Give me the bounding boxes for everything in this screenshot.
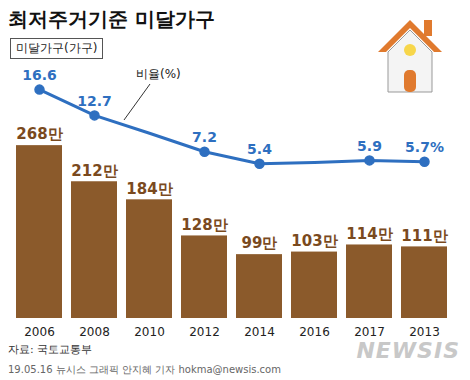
svg-text:5.9: 5.9	[357, 138, 382, 154]
svg-text:184만: 184만	[126, 180, 172, 198]
svg-text:2014: 2014	[244, 325, 275, 339]
svg-text:7.2: 7.2	[192, 129, 217, 145]
svg-text:2016: 2016	[299, 325, 330, 339]
svg-text:212만: 212만	[71, 162, 117, 180]
html-text:최저주거기준 미달가구: 최저주거기준 미달가구	[8, 7, 215, 31]
svg-text:5.4: 5.4	[247, 141, 272, 157]
svg-text:16.6: 16.6	[22, 67, 57, 83]
svg-text:2010: 2010	[134, 325, 165, 339]
svg-text:5.7%: 5.7%	[405, 139, 444, 155]
html-text:19.05.16 뉴시스 그래픽 안지혜 기자 hokma@: 19.05.16 뉴시스 그래픽 안지혜 기자 hokma@newsis.com	[8, 364, 281, 375]
html-text:미달가구(가구): 미달가구(가구)	[16, 41, 98, 55]
svg-text:99만: 99만	[242, 234, 278, 252]
svg-text:111만: 111만	[401, 227, 447, 245]
svg-text:103만: 103만	[291, 232, 337, 250]
svg-text:114만: 114만	[346, 225, 392, 243]
svg-text:2012: 2012	[189, 325, 220, 339]
html-text:NEWSIS: NEWSIS	[356, 338, 460, 363]
svg-text:2017: 2017	[354, 325, 385, 339]
svg-text:2006: 2006	[24, 325, 55, 339]
html-text:자료: 국토교통부: 자료: 국토교통부	[8, 343, 93, 356]
svg-text:2013: 2013	[409, 325, 440, 339]
svg-text:12.7: 12.7	[77, 93, 112, 109]
svg-text:268만: 268만	[16, 125, 62, 143]
html-text:비율(%): 비율(%)	[136, 67, 181, 81]
svg-text:2008: 2008	[79, 325, 110, 339]
svg-text:128만: 128만	[181, 216, 227, 234]
